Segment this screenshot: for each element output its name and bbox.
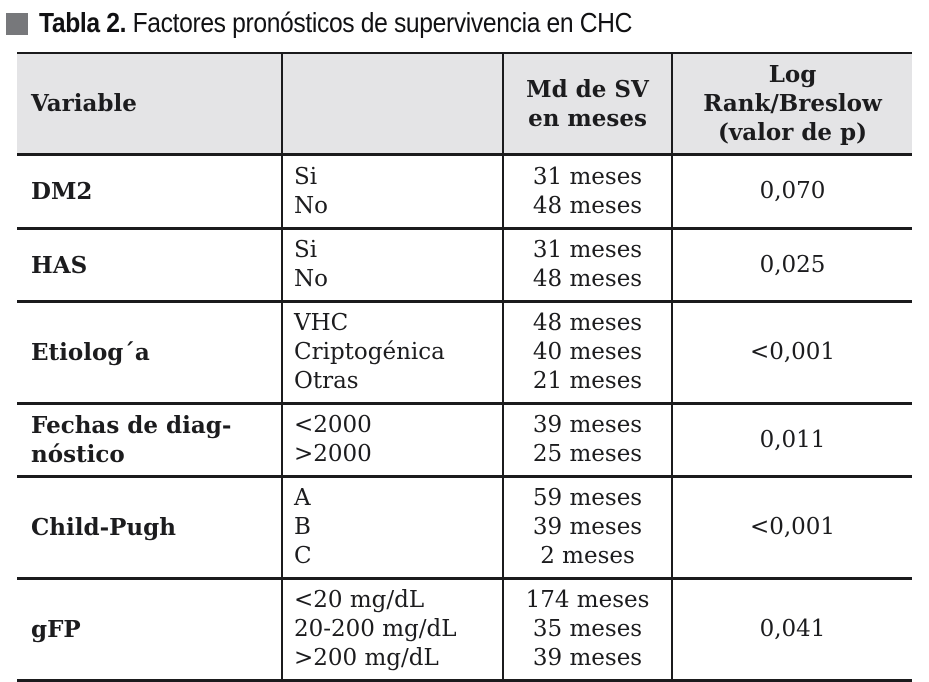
table-row: HAS Si No 31 meses 48 meses 0,025 [17,228,912,303]
cell-categories: Si No [281,154,503,230]
cell-variable: DM2 [17,154,282,230]
cell-variable: Child-Pugh [17,476,282,580]
cell-pvalue: 0,011 [671,403,912,478]
cell-categories: <2000 >2000 [281,403,503,478]
cell-categories: Si No [281,228,503,303]
cell-variable: Fechas de diag- nóstico [17,403,282,478]
cell-medians: 31 meses 48 meses [502,228,672,303]
table-row: Etiolog´a VHC Criptogénica Otras 48 mese… [17,301,912,405]
cell-pvalue: 0,070 [671,154,912,230]
cell-variable: gFP [17,578,282,682]
header-variable: Variable [17,52,282,156]
prognostic-factors-table: Variable Md de SV en meses Log Rank/Bres… [17,52,912,682]
cell-pvalue: <0,001 [671,301,912,405]
table-row: Child-Pugh A B C 59 meses 39 meses 2 mes… [17,476,912,580]
cell-pvalue: 0,025 [671,228,912,303]
table-title-text: Tabla 2. Factores pronósticos de supervi… [39,7,632,39]
table-row: DM2 Si No 31 meses 48 meses 0,070 [17,154,912,230]
cell-variable: Etiolog´a [17,301,282,405]
table-row: Fechas de diag- nóstico <2000 >2000 39 m… [17,403,912,478]
cell-pvalue: 0,041 [671,578,912,682]
cell-categories: <20 mg/dL 20-200 mg/dL >200 mg/dL [281,578,503,682]
cell-categories: VHC Criptogénica Otras [281,301,503,405]
table-title-prefix: Tabla 2. [39,7,127,38]
table-title: Tabla 2. Factores pronósticos de supervi… [6,6,713,40]
table-title-caption: Factores pronósticos de supervivencia en… [132,7,633,38]
cell-medians: 59 meses 39 meses 2 meses [502,476,672,580]
header-median-survival: Md de SV en meses [502,52,672,156]
table-header-row: Variable Md de SV en meses Log Rank/Bres… [17,52,912,156]
header-categories-empty [281,52,503,156]
cell-pvalue: <0,001 [671,476,912,580]
cell-medians: 31 meses 48 meses [502,154,672,230]
cell-categories: A B C [281,476,503,580]
table-row: gFP <20 mg/dL 20-200 mg/dL >200 mg/dL 17… [17,578,912,682]
cell-variable: HAS [17,228,282,303]
cell-medians: 174 meses 35 meses 39 meses [502,578,672,682]
square-bullet-icon [6,13,28,35]
cell-medians: 39 meses 25 meses [502,403,672,478]
cell-medians: 48 meses 40 meses 21 meses [502,301,672,405]
header-log-rank-breslow: Log Rank/Breslow (valor de p) [671,52,912,156]
